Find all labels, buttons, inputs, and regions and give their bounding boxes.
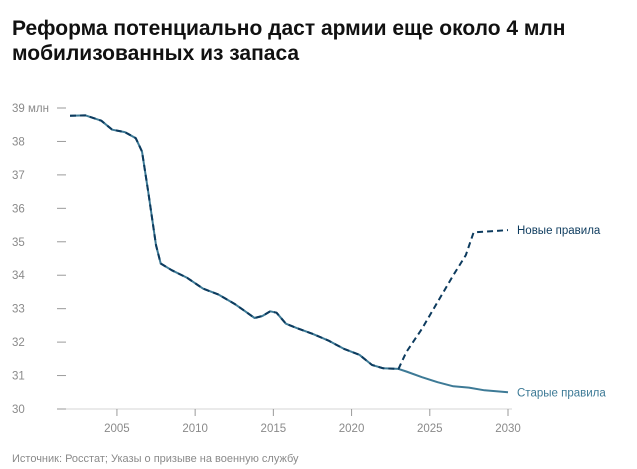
x-axis: 2005 2010 2015 2020 2025 2030 bbox=[66, 408, 521, 435]
series-label-new-rules: Новые правила bbox=[517, 225, 601, 237]
y-axis: 30 31 32 33 34 35 36 37 38 39 млн bbox=[12, 103, 66, 416]
source-note: Источник: Росстат; Указы о призыве на во… bbox=[12, 453, 299, 465]
y-tick-label: 37 bbox=[12, 170, 25, 182]
y-tick-label: 33 bbox=[12, 304, 25, 316]
x-tick-label: 2030 bbox=[495, 423, 521, 435]
x-tick-label: 2005 bbox=[104, 423, 130, 435]
series-line-new-rules bbox=[69, 114, 509, 370]
y-tick-label: 39 млн bbox=[12, 103, 49, 115]
y-tick-label: 30 bbox=[12, 404, 25, 416]
chart-title: Реформа потенциально даст армии еще окол… bbox=[12, 17, 566, 65]
y-tick-label: 35 bbox=[12, 237, 25, 249]
series-lines bbox=[69, 114, 509, 394]
x-tick-label: 2025 bbox=[417, 423, 443, 435]
series-labels: Старые правила Новые правила bbox=[517, 225, 606, 399]
series-line-old-rules bbox=[69, 114, 509, 394]
y-tick-label: 38 bbox=[12, 136, 25, 148]
x-tick-label: 2020 bbox=[339, 423, 365, 435]
y-tick-label: 34 bbox=[12, 270, 25, 282]
y-tick-label: 36 bbox=[12, 203, 25, 215]
series-label-old-rules: Старые правила bbox=[517, 387, 606, 399]
x-tick-label: 2015 bbox=[261, 423, 287, 435]
x-tick-label: 2010 bbox=[182, 423, 208, 435]
y-tick-label: 31 bbox=[12, 371, 25, 383]
y-tick-label: 32 bbox=[12, 337, 25, 349]
